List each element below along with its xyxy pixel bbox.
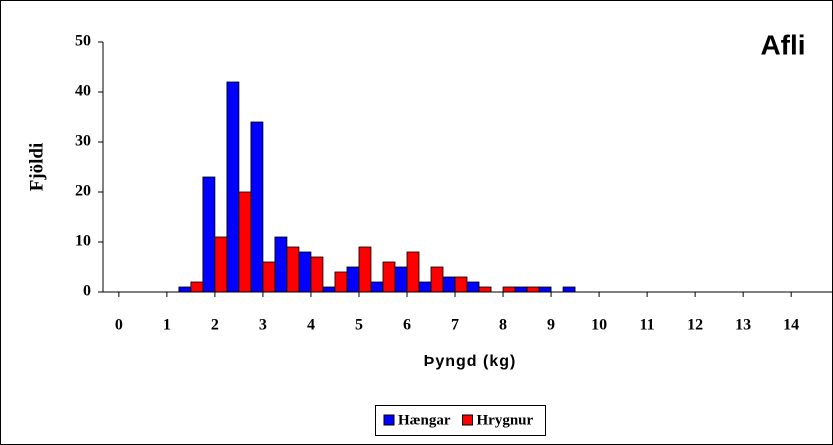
bar [382, 261, 396, 293]
bar [298, 251, 312, 293]
y-axis-title: Fjöldi [26, 143, 47, 192]
x-tick-label: 11 [640, 317, 655, 334]
legend-swatch [462, 414, 473, 426]
bar [418, 281, 432, 293]
x-tick-label: 5 [355, 317, 363, 334]
bar [202, 176, 216, 293]
x-tick-label: 7 [451, 317, 459, 334]
bar [178, 286, 192, 293]
bar [442, 276, 456, 293]
y-tick-label: 50 [75, 33, 91, 50]
x-axis-title: Þyngd (kg) [424, 353, 517, 370]
bar [286, 246, 300, 293]
y-tick-label: 30 [75, 133, 91, 150]
bar [346, 266, 360, 293]
bar [322, 286, 336, 293]
x-tick-label: 14 [783, 317, 799, 334]
x-tick-label: 9 [547, 317, 555, 334]
bar [358, 246, 372, 293]
bar [226, 81, 240, 293]
bar [238, 191, 252, 293]
bar [310, 256, 324, 293]
x-tick-label: 12 [687, 317, 703, 334]
bar [526, 286, 540, 293]
x-tick-label: 1 [163, 317, 171, 334]
bar [430, 266, 444, 293]
x-tick-label: 13 [735, 317, 751, 334]
bar [502, 286, 516, 293]
bar [454, 276, 468, 293]
bar [190, 281, 204, 293]
legend [375, 405, 546, 436]
bar [466, 281, 480, 293]
x-tick-label: 10 [591, 317, 607, 334]
bar [262, 261, 276, 293]
bar [274, 236, 288, 293]
x-tick-label: 4 [307, 317, 315, 334]
legend-label: Hrygnur [477, 412, 534, 428]
x-tick-label: 3 [259, 317, 267, 334]
x-tick-label: 8 [499, 317, 507, 334]
x-tick-label: 0 [115, 317, 123, 334]
x-tick-label: 6 [403, 317, 411, 334]
bar [562, 286, 576, 293]
bar [394, 266, 408, 293]
y-tick-label: 40 [75, 83, 91, 100]
bar [478, 286, 492, 293]
bar [370, 281, 384, 293]
legend-label: Hængar [398, 412, 451, 428]
chart-title: Afli [760, 29, 805, 60]
bar [250, 121, 264, 293]
bar [334, 271, 348, 293]
bar [406, 251, 420, 293]
x-tick-label: 2 [211, 317, 219, 334]
y-tick-label: 0 [83, 283, 91, 300]
bar [214, 236, 228, 293]
bar [538, 286, 552, 293]
y-tick-label: 20 [75, 183, 91, 200]
bar [514, 286, 528, 293]
y-tick-label: 10 [75, 233, 91, 250]
legend-swatch [383, 414, 395, 426]
